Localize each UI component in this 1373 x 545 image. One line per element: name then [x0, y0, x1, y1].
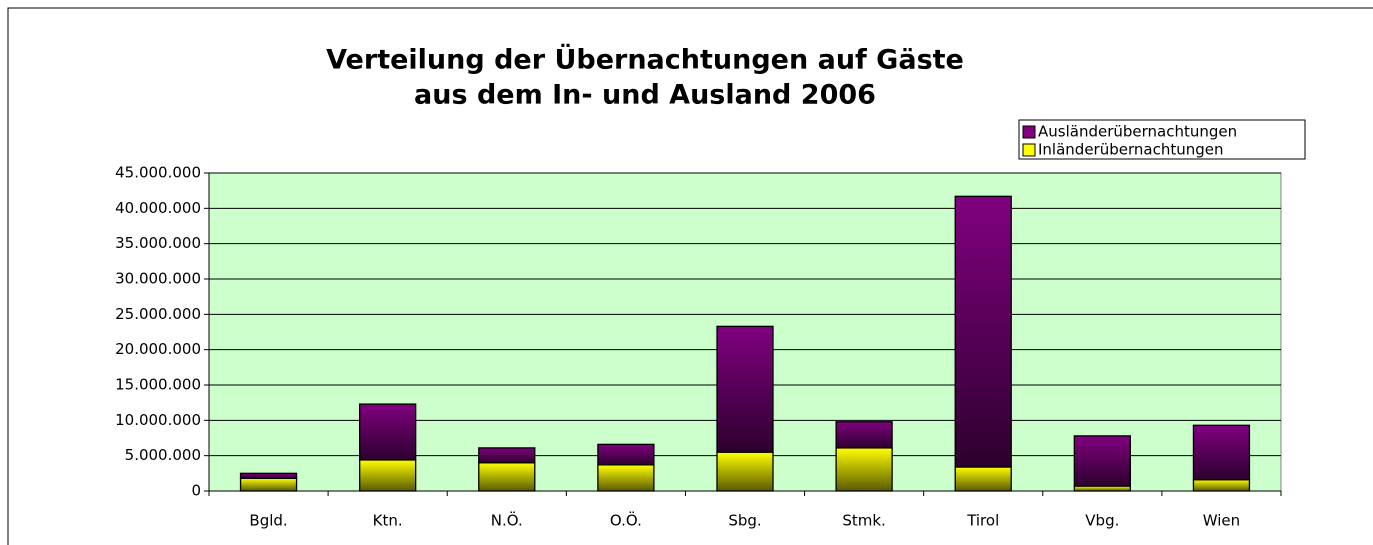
bar [597, 464, 655, 492]
bar [835, 447, 893, 492]
bar [478, 462, 536, 492]
y-tick-label: 45.000.000 [115, 164, 201, 182]
bar [239, 477, 298, 492]
y-tick-label: 15.000.000 [115, 376, 201, 394]
chart-title: aus dem In- und Ausland 2006 [414, 80, 876, 111]
bar [1192, 424, 1251, 481]
x-tick-label: O.Ö. [610, 511, 642, 530]
legend-label: Ausländerübernachtungen [1038, 123, 1237, 141]
chart-title: Verteilung der Übernachtungen auf Gäste [326, 43, 964, 76]
y-tick-label: 30.000.000 [115, 270, 201, 288]
y-tick-label: 10.000.000 [115, 411, 201, 429]
x-tick-label: Sbg. [728, 512, 761, 530]
y-tick-label: 40.000.000 [115, 199, 201, 217]
x-tick-label: Ktn. [373, 512, 403, 530]
bar [954, 466, 1012, 492]
y-tick-label: 35.000.000 [115, 234, 201, 252]
x-tick-label: N.Ö. [491, 511, 523, 530]
y-tick-label: 20.000.000 [115, 340, 201, 358]
bar [716, 325, 774, 453]
legend-box [1018, 119, 1306, 160]
x-tick-label: Wien [1203, 512, 1240, 530]
bar [1192, 479, 1251, 492]
bar [835, 421, 893, 449]
bar [597, 443, 655, 466]
x-tick-label: Stmk. [842, 512, 885, 530]
legend-swatch [1022, 143, 1036, 157]
bar [359, 403, 417, 461]
bar [1073, 485, 1131, 492]
x-tick-label: Tirol [966, 512, 999, 530]
bar [478, 447, 536, 464]
y-tick-label: 25.000.000 [115, 305, 201, 323]
x-tick-label: Bgld. [249, 512, 287, 530]
bar [359, 459, 417, 492]
x-tick-label: Vbg. [1085, 512, 1119, 530]
bar [1073, 435, 1131, 487]
y-tick-label: 5.000.000 [125, 446, 201, 464]
legend-swatch [1022, 125, 1036, 139]
bar [239, 472, 298, 479]
bar [954, 195, 1012, 468]
bar [716, 451, 774, 492]
legend-label: Inländerübernachtungen [1038, 141, 1223, 159]
y-tick-label: 0 [191, 482, 201, 500]
